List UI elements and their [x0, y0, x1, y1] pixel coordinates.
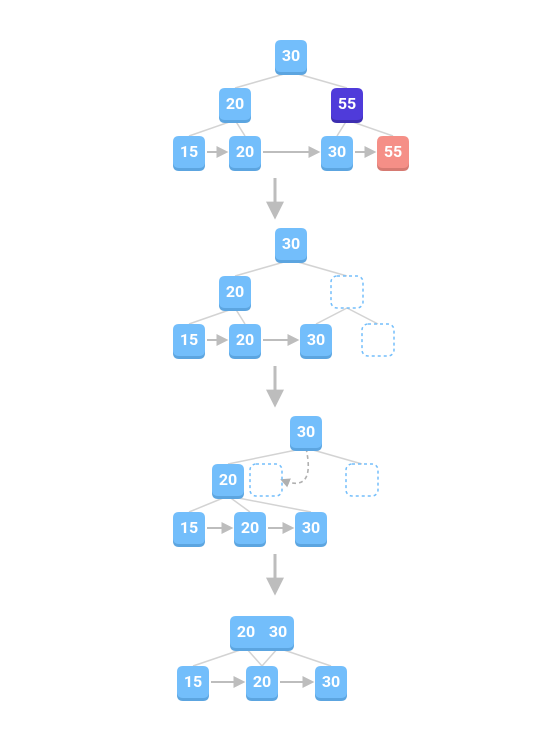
tree-node: 20	[229, 136, 261, 171]
node-label: 15	[184, 672, 202, 691]
node-label: 20	[226, 282, 244, 301]
stage-s3: 30 20 15 20 30	[173, 416, 378, 547]
node-label: 20	[241, 518, 259, 537]
tree-node: 30	[300, 324, 332, 359]
tree-node: 30	[315, 666, 347, 701]
placeholder-node	[362, 324, 394, 356]
tree-node: 20	[234, 512, 266, 547]
node-label: 30	[302, 518, 320, 537]
tree-node: 15	[177, 666, 209, 701]
node-label: 55	[384, 142, 402, 161]
tree-node: 30	[295, 512, 327, 547]
stage-s1: 30 20 55 15 20 30 55	[173, 40, 409, 171]
node-label: 15	[180, 518, 198, 537]
tree-node: 55	[331, 88, 363, 123]
tree-node: 20	[230, 616, 262, 651]
node-label: 20	[237, 622, 255, 641]
node-label: 30	[307, 330, 325, 349]
node-label: 20	[236, 142, 254, 161]
tree-node: 15	[173, 324, 205, 359]
tree-node: 30	[275, 228, 307, 263]
node-label: 30	[297, 422, 315, 441]
node-label: 20	[253, 672, 271, 691]
node-label: 20	[236, 330, 254, 349]
tree-node: 20	[219, 88, 251, 123]
tree-node: 15	[173, 512, 205, 547]
placeholder-node	[346, 464, 378, 496]
tree-deletion-diagram: 30 20 55 15 20 30 55 30 20 15 20 30 30 20 15 20 30 20 30 15…	[0, 0, 550, 750]
node-label: 30	[269, 622, 287, 641]
node-label: 15	[180, 142, 198, 161]
node-label: 55	[338, 94, 356, 113]
tree-node: 20	[219, 276, 251, 311]
tree-node: 20	[229, 324, 261, 359]
placeholder-node	[331, 276, 363, 308]
stage-s4: 20 30 15 20 30	[177, 616, 347, 701]
placeholder-node	[250, 464, 282, 496]
tree-node: 15	[173, 136, 205, 171]
node-label: 20	[219, 470, 237, 489]
tree-node: 30	[275, 40, 307, 75]
edges	[189, 260, 378, 324]
tree-node: 20	[212, 464, 244, 499]
merge-arrow	[282, 448, 308, 483]
stage-s2: 30 20 15 20 30	[173, 228, 394, 359]
tree-edge	[316, 308, 347, 324]
node-label: 30	[282, 234, 300, 253]
tree-node: 30	[290, 416, 322, 451]
node-label: 15	[180, 330, 198, 349]
node-label: 30	[328, 142, 346, 161]
tree-node: 30	[321, 136, 353, 171]
node-label: 30	[322, 672, 340, 691]
tree-node: 55	[377, 136, 409, 171]
node-label: 20	[226, 94, 244, 113]
tree-node: 20	[246, 666, 278, 701]
node-label: 30	[282, 46, 300, 65]
tree-node: 30	[262, 616, 294, 651]
tree-edge	[347, 308, 378, 324]
